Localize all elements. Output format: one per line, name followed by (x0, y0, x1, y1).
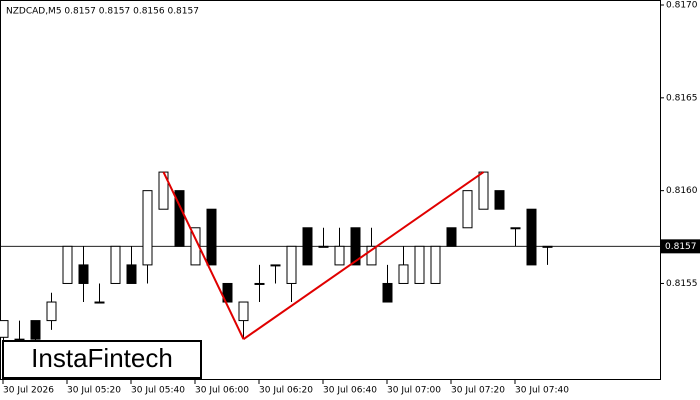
candle-body (350, 227, 361, 266)
last-price-label: 0.8157 (665, 242, 697, 252)
x-tick-label: 30 Jul 06:20 (259, 386, 313, 396)
candle-body (0, 320, 9, 338)
logo: InstaFintech (31, 343, 173, 373)
x-tick-label: 30 Jul 2026 (3, 386, 54, 396)
x-tick-label: 30 Jul 07:00 (387, 386, 441, 396)
candle-body (414, 245, 425, 284)
y-tick-label: 0.8165 (666, 93, 698, 103)
y-tick-label: 0.8160 (666, 186, 698, 196)
candle-body (286, 245, 297, 284)
candle-body (510, 227, 521, 230)
candle-body (382, 282, 393, 303)
candle-body (542, 245, 553, 248)
candle-body (238, 301, 249, 322)
chart-header: NZDCAD,M5 0.8157 0.8157 0.8156 0.8157 (6, 7, 199, 17)
candle-body (270, 264, 281, 267)
candle-body (142, 190, 153, 266)
candle-body (366, 245, 377, 266)
candle-body (78, 264, 89, 284)
candle-body (222, 282, 233, 303)
candle-body (462, 190, 473, 229)
x-tick-label: 30 Jul 06:40 (323, 386, 377, 396)
candle-body (478, 171, 489, 210)
x-tick-label: 30 Jul 07:40 (515, 386, 569, 396)
plot-frame (0, 0, 661, 380)
pattern-line (162, 171, 245, 340)
candle-body (62, 245, 73, 284)
candle-body (302, 227, 313, 266)
x-tick-label: 30 Jul 05:40 (131, 386, 185, 396)
y-tick-label: 0.8155 (666, 279, 698, 289)
pattern-line (242, 171, 485, 340)
candle-body (318, 245, 329, 248)
candle-body (526, 208, 537, 266)
candle-body (206, 208, 217, 266)
candle-body (110, 245, 121, 284)
y-tick-label: 0.8170 (666, 1, 698, 11)
x-tick-label: 30 Jul 06:00 (195, 386, 249, 396)
candle-body (46, 301, 57, 322)
candle-body (174, 190, 185, 247)
last-price-box (660, 239, 700, 254)
candle-body (446, 227, 457, 247)
candle-body (30, 320, 41, 340)
candle-body (430, 245, 441, 284)
x-tick-label: 30 Jul 05:20 (67, 386, 121, 396)
candle-body (254, 282, 265, 285)
candle-body (94, 301, 105, 304)
candle-body (334, 245, 345, 266)
candle-body (494, 190, 505, 210)
x-tick-label: 30 Jul 07:20 (451, 386, 505, 396)
candle-body (126, 264, 137, 284)
logo-box (2, 340, 202, 379)
candle-body (398, 264, 409, 284)
